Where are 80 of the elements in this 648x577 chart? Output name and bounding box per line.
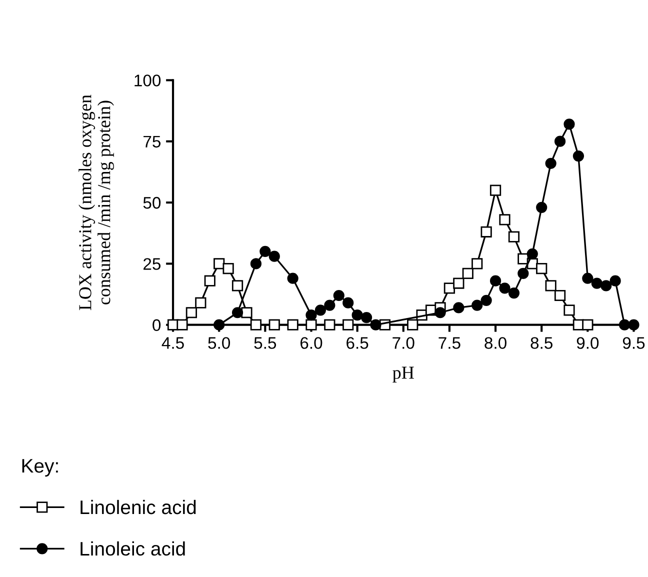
point [508,231,520,242]
point [241,307,252,318]
x-tick-label: 8.5 [530,337,552,349]
point [564,304,575,316]
point [260,246,271,258]
point [453,302,464,314]
point [582,272,594,284]
point [250,319,262,330]
x-tick-label: 5.5 [254,337,276,349]
point [287,272,298,284]
point [342,319,354,330]
point [554,290,566,302]
point [232,280,244,292]
point [564,118,575,130]
y-axis-title: LOX activity (nmoles oxygen consumed /min /mg protein) [78,94,114,310]
point [472,258,483,270]
point [499,282,510,294]
x-tick-label: 8.0 [484,337,506,349]
point [333,290,344,302]
point [518,253,529,264]
point [306,310,317,321]
point [352,310,363,321]
point [287,319,298,330]
x-tick-label: 6.5 [346,337,368,349]
point [499,214,510,226]
point [536,263,548,274]
point [518,268,529,280]
x-axis-title: pH [392,366,414,382]
point [572,150,584,162]
legend-label: Linolenic acid [80,500,196,514]
point [610,275,621,286]
point [268,250,280,262]
point [618,319,630,330]
point [204,275,216,286]
point [536,202,548,213]
point [268,319,280,330]
point [214,258,225,270]
point [545,158,556,169]
y-tick-label: 100 [134,74,161,86]
point [453,278,464,289]
point [472,300,483,311]
y-tick-label: 25 [144,258,161,270]
point [434,307,446,318]
point [545,280,556,292]
point [186,307,197,318]
x-tick-label: 7.0 [392,337,414,349]
point [554,136,566,147]
y-tick-label: 50 [143,196,161,209]
point [462,268,474,280]
point [324,300,336,311]
point [222,263,234,274]
point [342,297,354,308]
point [360,312,372,324]
point [490,275,502,286]
x-tick-label: 4.5 [162,337,184,349]
point [306,319,317,330]
x-tick-label: 5.0 [208,337,230,349]
point [490,184,502,196]
point [600,280,612,292]
point [480,294,492,306]
y-tick-label: 0 [152,319,161,332]
x-tick-label: 9.0 [576,337,599,349]
point [407,319,418,330]
point [176,319,188,330]
legend-title: Key: [22,459,58,477]
point [508,287,520,299]
point [526,248,538,260]
x-tick-label: 9.5 [622,337,645,349]
x-tick-label: 7.5 [438,337,460,349]
legend-label: Linoleic acid [80,541,185,556]
y-tick-label: 75 [144,136,161,148]
point [232,307,244,318]
point [250,258,262,270]
point [480,226,492,238]
point [324,319,336,330]
point [195,297,206,308]
point [591,278,602,289]
point [314,304,326,316]
x-tick-label: 6.0 [300,337,322,349]
point [370,319,382,330]
